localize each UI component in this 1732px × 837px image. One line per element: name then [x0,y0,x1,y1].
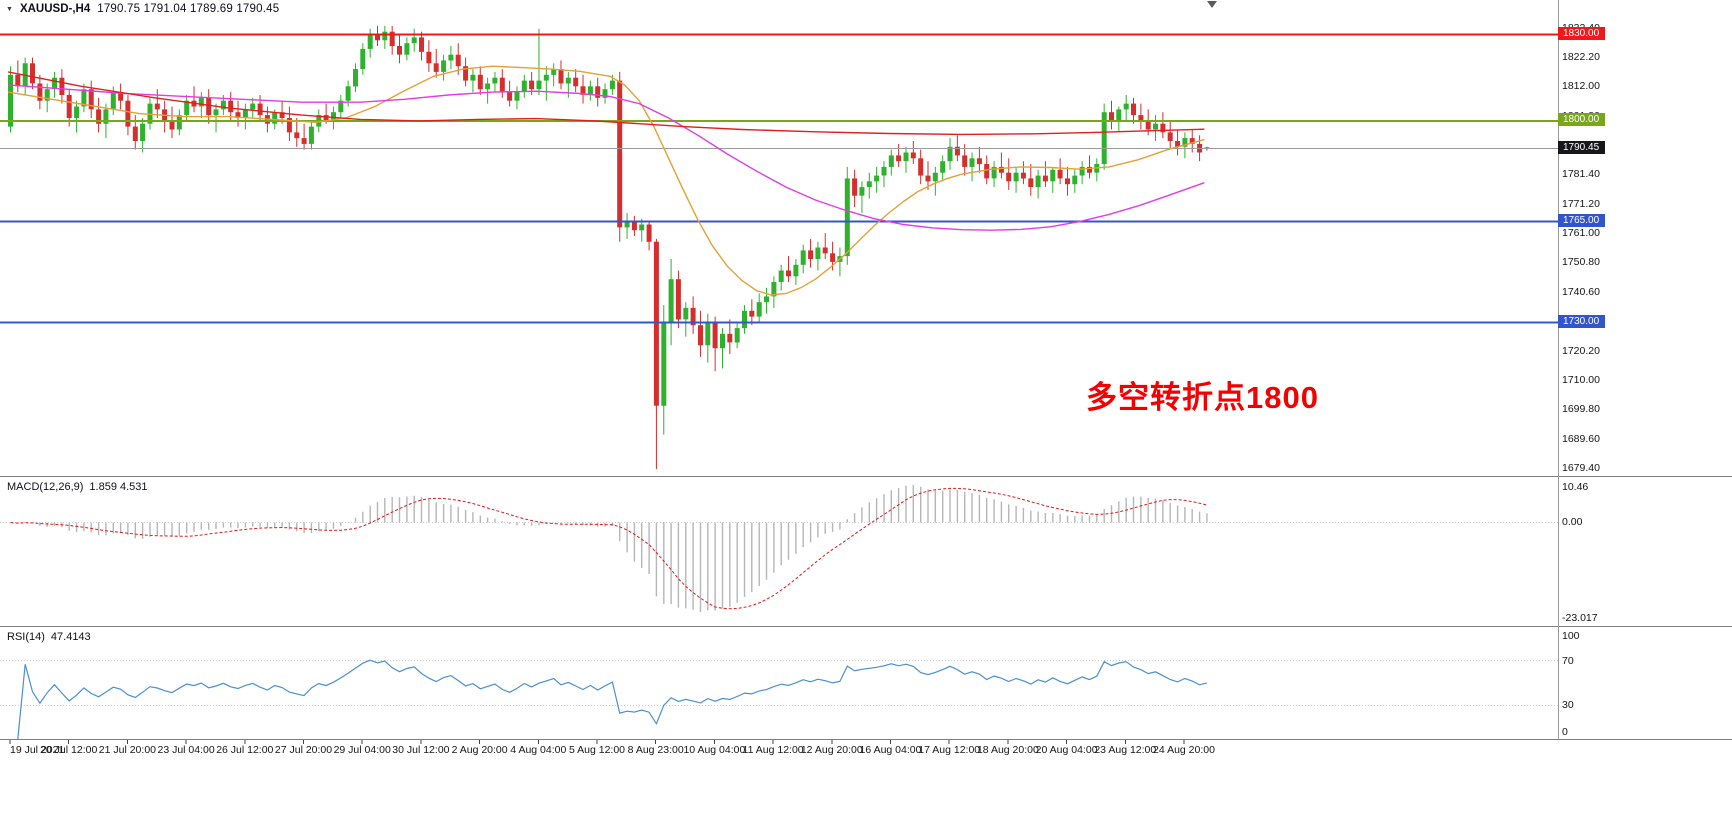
time-axis-label: 19 Jul 2021 [10,744,65,756]
rsi-value: 47.4143 [50,631,91,643]
annotation-text: 多空转折点1800 [1086,380,1319,415]
rsi-axis-label: 70 [1562,654,1574,667]
macd-values: 1.859 4.531 [89,481,148,493]
time-axis-label: 10 Aug 04:00 [683,744,746,756]
time-axis-label: 26 Jul 12:00 [216,744,274,756]
time-axis-label: 18 Aug 20:00 [976,744,1039,756]
macd-indicator-title: MACD(12,26,9) 1.859 4.531 [7,481,148,493]
price-level-badge: 1765.00 [1558,214,1605,228]
symbol-timeframe: XAUUSD-,H4 [19,3,91,15]
price-level-badge: 1730.00 [1558,314,1605,328]
macd-label: MACD(12,26,9) [7,481,84,493]
price-axis-label: 1822.20 [1562,50,1600,63]
time-axis-label: 24 Aug 20:00 [1153,744,1215,756]
macd-axis-label: 0.00 [1562,516,1583,529]
time-axis-label: 30 Jul 12:00 [392,744,450,756]
time-axis-label: 12 Aug 20:00 [800,744,863,756]
symbol-dropdown-icon[interactable]: ▼ [6,5,13,13]
time-axis-label: 11 Aug 12:00 [742,744,804,756]
price-axis-label: 1771.20 [1562,197,1600,210]
price-axis-label: 1679.40 [1562,461,1600,474]
rsi-axis-label: 30 [1562,699,1574,712]
time-axis-label: 23 Jul 04:00 [157,744,215,756]
rsi-axis-label: 0 [1562,726,1568,738]
price-axis[interactable]: 1832.401822.201812.001801.801791.601781.… [1558,0,1732,762]
rsi-axis-label: 100 [1562,630,1580,642]
time-axis-label: 5 Aug 12:00 [568,744,626,756]
time-axis-label: 29 Jul 04:00 [333,744,391,756]
price-axis-label: 1720.20 [1562,344,1600,357]
time-axis-label: 8 Aug 23:00 [627,744,684,756]
price-axis-label: 1710.00 [1562,373,1600,386]
time-axis-label: 23 Aug 12:00 [1094,744,1157,756]
time-axis-label: 21 Jul 20:00 [98,744,156,756]
rsi-indicator-title: RSI(14) 47.4143 [7,631,91,643]
price-level-badge: 1800.00 [1558,113,1605,127]
chart-shift-marker[interactable] [1207,1,1217,8]
time-axis-label: 20 Aug 04:00 [1035,744,1098,756]
ohlc-readout: 1790.75 1791.04 1789.69 1790.45 [97,3,280,15]
time-axis-label: 16 Aug 04:00 [859,744,922,756]
time-axis-label: 2 Aug 20:00 [451,744,508,756]
time-axis-label: 27 Jul 20:00 [274,744,333,756]
price-level-badge: 1790.45 [1558,140,1605,154]
price-axis-label: 1761.00 [1562,227,1600,240]
price-axis-label: 1812.00 [1562,80,1600,93]
macd-axis-label: -23.017 [1562,612,1598,624]
time-axis-label: 20 Jul 12:00 [40,744,98,756]
time-axis-label: 17 Aug 12:00 [918,744,981,756]
price-axis-label: 1689.60 [1562,432,1600,445]
price-axis-label: 1781.40 [1562,168,1600,181]
price-axis-label: 1740.60 [1562,285,1600,298]
time-axis-label: 4 Aug 04:00 [510,744,567,756]
rsi-label: RSI(14) [7,631,45,643]
symbol-info-bar: ▼ XAUUSD-,H4 1790.75 1791.04 1789.69 179… [6,3,279,15]
price-axis-label: 1699.80 [1562,403,1600,416]
price-level-badge: 1830.00 [1558,27,1605,41]
macd-axis-label: 10.46 [1562,481,1589,493]
price-axis-label: 1750.80 [1562,256,1600,269]
